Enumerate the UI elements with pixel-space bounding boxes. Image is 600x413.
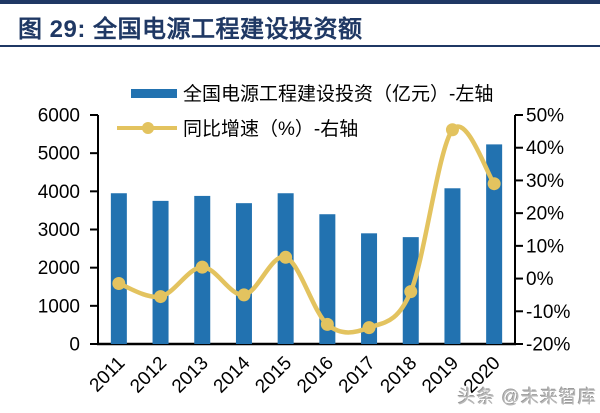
right-axis-tick-label: 0%	[526, 269, 554, 290]
line-marker-2016	[320, 317, 334, 331]
line-marker-2018	[404, 285, 418, 299]
title-divider	[0, 45, 600, 47]
figure-title: 图 29: 全国电源工程建设投资额	[18, 16, 363, 43]
growth-line	[116, 124, 497, 335]
bar-2011	[110, 193, 127, 344]
right-axis-tick-label: 10%	[526, 236, 564, 257]
bar-2020	[486, 144, 503, 344]
x-axis-tick-label: 2013	[168, 353, 213, 398]
x-axis-tick-label: 2011	[86, 353, 130, 397]
x-axis-tick-label: 2014	[210, 352, 255, 397]
legend-line-label: 同比增速（%）-右轴	[183, 118, 358, 140]
right-axis-tick-label: 20%	[526, 204, 564, 225]
line-marker-2011	[112, 276, 126, 290]
line-marker-2013	[195, 260, 209, 274]
right-axis-tick-label: -10%	[526, 302, 570, 323]
legend-line-marker	[142, 122, 154, 134]
x-axis-tick-label: 2012	[126, 353, 171, 398]
right-axis-tick-label: -20%	[526, 335, 570, 356]
line-marker-2020	[487, 177, 501, 191]
line-marker-2019	[445, 123, 459, 137]
left-axis-tick-label: 0	[69, 335, 80, 356]
line-marker-2015	[279, 250, 293, 264]
right-axis-tick-label: 30%	[526, 171, 564, 192]
bar-2019	[444, 188, 461, 344]
bar-2016	[319, 214, 336, 344]
bar-2014	[235, 203, 252, 344]
line-marker-2017	[362, 321, 376, 335]
left-axis-tick-label: 2000	[38, 258, 80, 279]
legend-bar-swatch	[131, 89, 177, 98]
x-axis-tick-label: 2016	[293, 353, 338, 398]
left-axis-tick-label: 5000	[38, 144, 80, 165]
line-marker-2014	[237, 288, 251, 302]
left-axis-tick-label: 1000	[38, 296, 80, 317]
line-marker-2012	[154, 290, 168, 304]
top-border-bar	[0, 0, 600, 4]
dual-axis-chart: 0 1000 2000 3000 4000 5000 6000 -20% -10% 0% 10% 20…	[38, 83, 571, 398]
x-axis-tick-label: 2015	[251, 353, 296, 398]
watermark-text: 头条 @未来智库	[457, 387, 597, 407]
left-axis-tick-label: 4000	[38, 182, 80, 203]
right-axis-tick-label: 40%	[526, 138, 564, 159]
bar-2015	[277, 193, 294, 344]
bar-2012	[152, 200, 169, 344]
x-axis-tick-label: 2019	[418, 353, 463, 398]
bar-2017	[361, 233, 378, 344]
left-axis-tick-label: 3000	[38, 220, 80, 241]
right-axis-tick-label: 50%	[526, 106, 564, 127]
x-axis-tick-label: 2018	[377, 353, 422, 398]
left-axis-tick-label: 6000	[38, 106, 80, 127]
x-axis-tick-label: 2017	[335, 353, 380, 398]
legend-bar-label: 全国电源工程建设投资（亿元）-左轴	[183, 83, 493, 105]
